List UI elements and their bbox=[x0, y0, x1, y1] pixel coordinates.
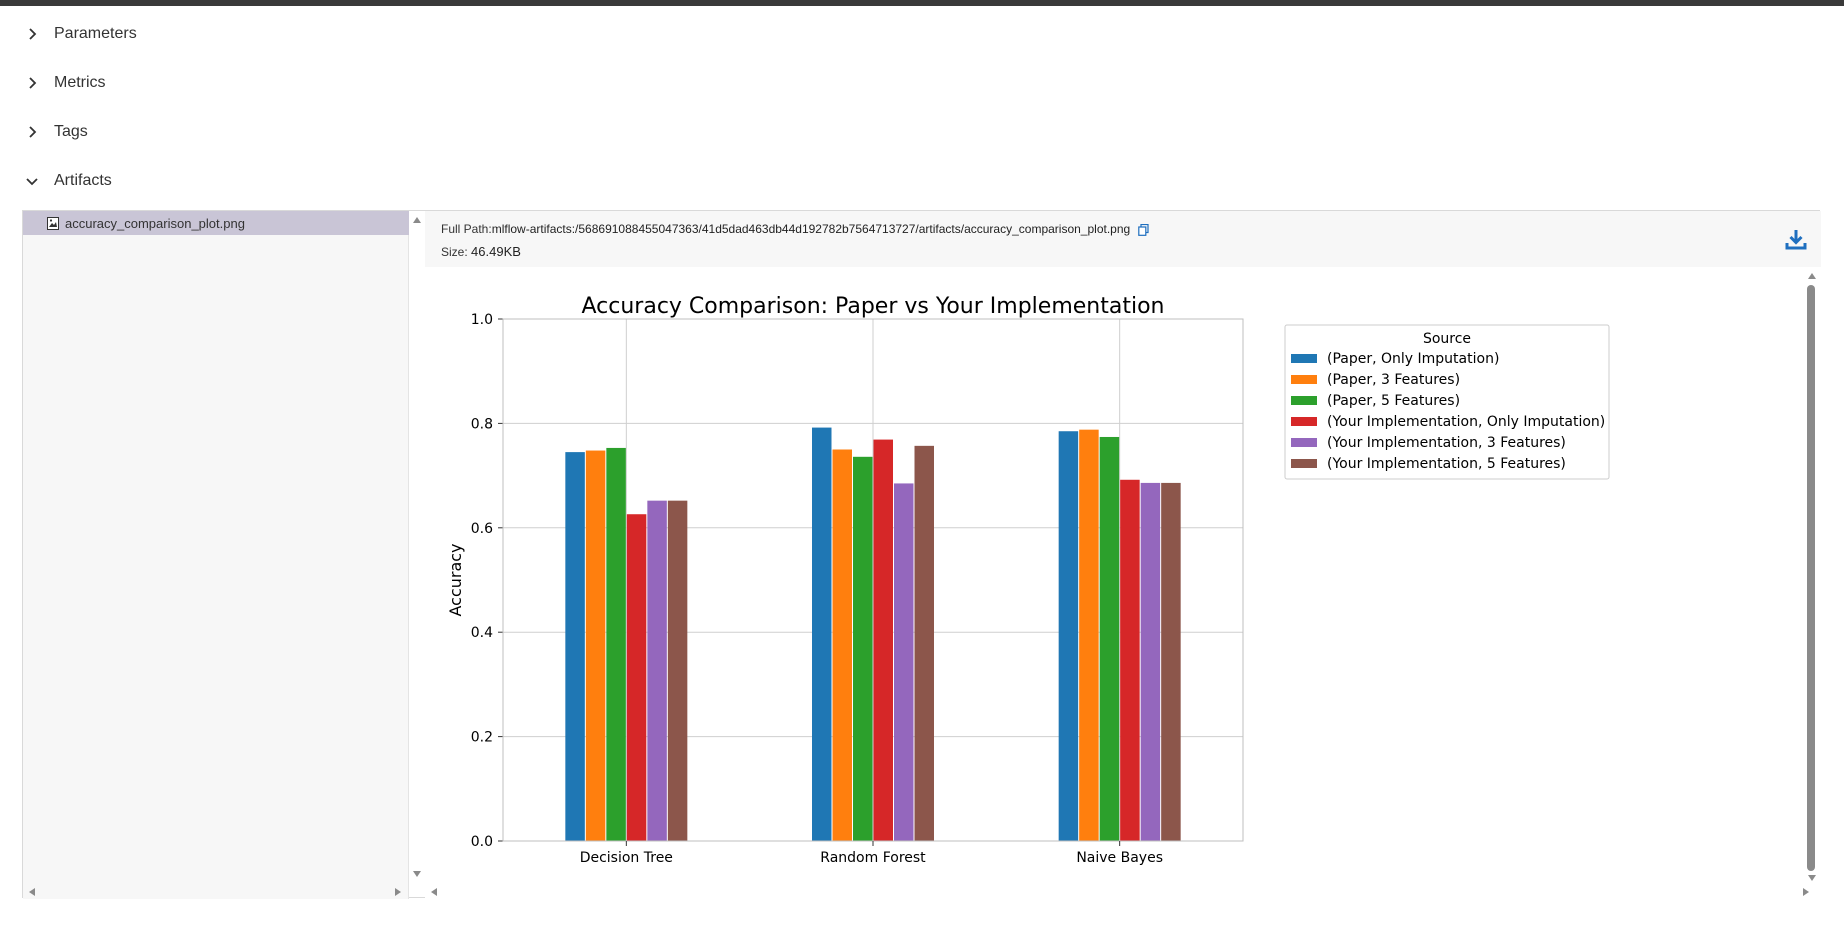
artifact-viewer: Full Path:mlflow-artifacts:/568691088455… bbox=[425, 211, 1821, 899]
section-parameters[interactable]: Parameters bbox=[24, 19, 137, 49]
tree-scroll-up-arrow[interactable] bbox=[413, 217, 421, 223]
artifact-file-tree: accuracy_comparison_plot.png bbox=[23, 211, 421, 899]
bar bbox=[606, 447, 626, 841]
legend-entry: (Your Implementation, 3 Features) bbox=[1327, 435, 1566, 451]
xtick-label: Naive Bayes bbox=[1076, 850, 1163, 866]
accuracy-bar-chart: Accuracy Comparison: Paper vs Your Imple… bbox=[446, 294, 1610, 866]
legend-swatch bbox=[1291, 459, 1317, 468]
legend-swatch bbox=[1291, 417, 1317, 426]
file-item-label: accuracy_comparison_plot.png bbox=[65, 215, 245, 231]
ytick-label: 0.0 bbox=[471, 834, 493, 850]
bar bbox=[667, 500, 688, 841]
viewer-scroll-left-arrow[interactable] bbox=[431, 888, 437, 896]
size-value: 46.49KB bbox=[471, 244, 521, 259]
full-path-value: mlflow-artifacts:/568691088455047363/41d… bbox=[491, 222, 1131, 236]
viewer-scroll-down-arrow[interactable] bbox=[1808, 875, 1816, 881]
image-file-icon bbox=[47, 216, 59, 230]
bar bbox=[1140, 482, 1161, 841]
ytick-label: 0.8 bbox=[471, 416, 493, 432]
xtick-label: Random Forest bbox=[820, 850, 926, 866]
section-label-parameters: Parameters bbox=[54, 25, 137, 42]
section-label-tags: Tags bbox=[54, 123, 88, 140]
copy-icon[interactable] bbox=[1137, 223, 1149, 236]
full-path-line: Full Path:mlflow-artifacts:/568691088455… bbox=[441, 222, 1149, 236]
legend-entry: (Paper, 3 Features) bbox=[1327, 372, 1460, 388]
section-artifacts[interactable]: Artifacts bbox=[24, 166, 112, 196]
bar bbox=[1058, 431, 1079, 841]
bar bbox=[832, 449, 852, 841]
size-line: Size: 46.49KB bbox=[441, 244, 521, 259]
artifacts-panel: accuracy_comparison_plot.png Full Path:m… bbox=[22, 210, 1821, 899]
xtick-label: Decision Tree bbox=[580, 850, 673, 866]
section-tags[interactable]: Tags bbox=[24, 117, 88, 147]
y-axis-label: Accuracy bbox=[446, 543, 465, 616]
bar bbox=[873, 439, 893, 841]
viewer-vertical-scrollbar[interactable] bbox=[1807, 285, 1815, 871]
section-label-artifacts: Artifacts bbox=[54, 172, 112, 189]
download-icon[interactable] bbox=[1785, 228, 1807, 250]
viewer-scroll-right-arrow[interactable] bbox=[1803, 888, 1809, 896]
tree-scroll-right-arrow[interactable] bbox=[395, 888, 401, 896]
legend-box bbox=[1284, 324, 1610, 480]
bar bbox=[565, 452, 585, 841]
bar bbox=[626, 514, 647, 841]
legend-title: Source bbox=[1423, 331, 1471, 347]
bar bbox=[853, 456, 873, 841]
ytick-label: 0.2 bbox=[471, 730, 493, 746]
legend-entry: (Your Implementation, 5 Features) bbox=[1327, 456, 1566, 472]
ytick-label: 0.6 bbox=[471, 521, 493, 537]
bar bbox=[647, 500, 667, 841]
legend-entry: (Paper, 5 Features) bbox=[1327, 393, 1460, 409]
tree-scroll-down-arrow[interactable] bbox=[413, 871, 421, 877]
section-metrics[interactable]: Metrics bbox=[24, 68, 106, 98]
legend-swatch bbox=[1291, 438, 1317, 447]
ytick-label: 1.0 bbox=[471, 312, 493, 328]
bar bbox=[1079, 429, 1099, 841]
chevron-down-icon bbox=[26, 178, 38, 186]
legend-swatch bbox=[1291, 396, 1317, 405]
chevron-right-icon bbox=[29, 28, 37, 40]
bar bbox=[1099, 436, 1120, 841]
ytick-label: 0.4 bbox=[471, 625, 493, 641]
legend-entry: (Your Implementation, Only Imputation) bbox=[1327, 414, 1605, 430]
artifact-metadata: Full Path:mlflow-artifacts:/568691088455… bbox=[425, 211, 1821, 267]
viewer-scroll-up-arrow[interactable] bbox=[1808, 273, 1816, 279]
bar bbox=[894, 483, 914, 841]
bar bbox=[1120, 479, 1140, 841]
top-window-bar bbox=[0, 0, 1844, 6]
legend-swatch bbox=[1291, 354, 1317, 363]
chevron-right-icon bbox=[29, 126, 37, 138]
bar bbox=[914, 445, 934, 841]
legend-entry: (Paper, Only Imputation) bbox=[1327, 351, 1499, 367]
file-item-accuracy-plot[interactable]: accuracy_comparison_plot.png bbox=[23, 211, 409, 235]
legend-swatch bbox=[1291, 375, 1317, 384]
chevron-right-icon bbox=[29, 77, 37, 89]
bar bbox=[1161, 482, 1181, 841]
bar bbox=[812, 427, 832, 841]
tree-scroll-left-arrow[interactable] bbox=[29, 888, 35, 896]
chart-title: Accuracy Comparison: Paper vs Your Imple… bbox=[582, 294, 1165, 319]
size-label: Size: bbox=[441, 245, 468, 259]
full-path-label: Full Path: bbox=[441, 222, 492, 236]
artifact-image-preview: Accuracy Comparison: Paper vs Your Imple… bbox=[425, 267, 1821, 887]
section-label-metrics: Metrics bbox=[54, 74, 106, 91]
bar bbox=[585, 450, 606, 841]
